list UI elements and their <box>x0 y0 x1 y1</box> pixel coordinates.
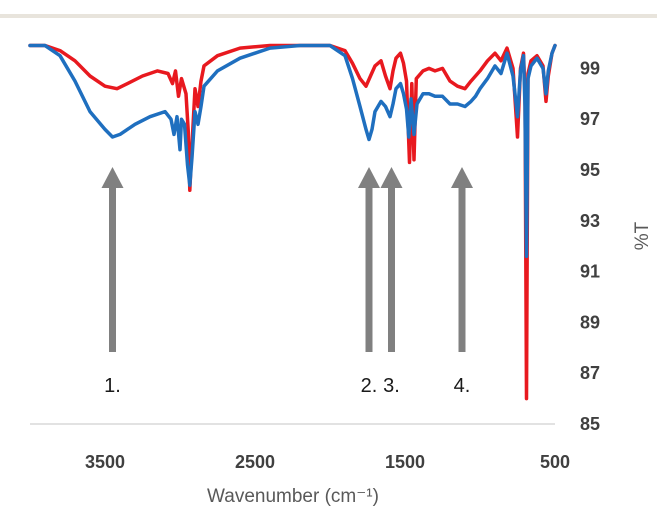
y-tick-label: 95 <box>580 160 600 180</box>
y-tick-label: 99 <box>580 58 600 78</box>
y-tick-label: 91 <box>580 262 600 282</box>
top-decorative-bar <box>0 14 657 18</box>
y-tick-label: 87 <box>580 363 600 383</box>
annotation-label: 4. <box>454 375 471 397</box>
spectrum-series-line <box>28 43 557 401</box>
annotation-arrow-head <box>380 167 403 188</box>
annotation-arrow-shaft <box>388 186 395 352</box>
x-tick-label: 2500 <box>235 452 275 472</box>
x-axis-ticks: 3500 2500 1500 500 <box>85 452 570 472</box>
y-axis-title: %T <box>632 221 653 250</box>
annotation-arrow-head <box>101 167 124 188</box>
annotation-label: 3. <box>383 375 400 397</box>
x-tick-label: 3500 <box>85 452 125 472</box>
x-tick-label: 1500 <box>385 452 425 472</box>
x-tick-label: 500 <box>540 452 570 472</box>
annotation-arrow-head <box>451 167 473 188</box>
y-tick-label: 89 <box>580 312 600 332</box>
annotation-arrow-head <box>358 167 380 188</box>
series-lines <box>28 43 557 401</box>
annotation-label: 2. <box>361 375 378 397</box>
annotation-arrows: 1. 2. 3. 4. <box>101 167 473 397</box>
y-tick-label: 85 <box>580 414 600 434</box>
annotation-arrow-shaft <box>458 186 466 352</box>
annotation-arrow-shaft <box>109 186 116 352</box>
y-tick-label: 97 <box>580 109 600 129</box>
y-tick-label: 93 <box>580 211 600 231</box>
annotation-label: 1. <box>104 375 121 397</box>
annotation-arrow-shaft <box>365 186 373 352</box>
y-axis-ticks: 85 87 89 91 93 95 97 99 <box>580 58 600 434</box>
x-axis-title: Wavenumber (cm⁻¹) <box>207 486 379 507</box>
spectrum-series-line <box>28 43 557 259</box>
